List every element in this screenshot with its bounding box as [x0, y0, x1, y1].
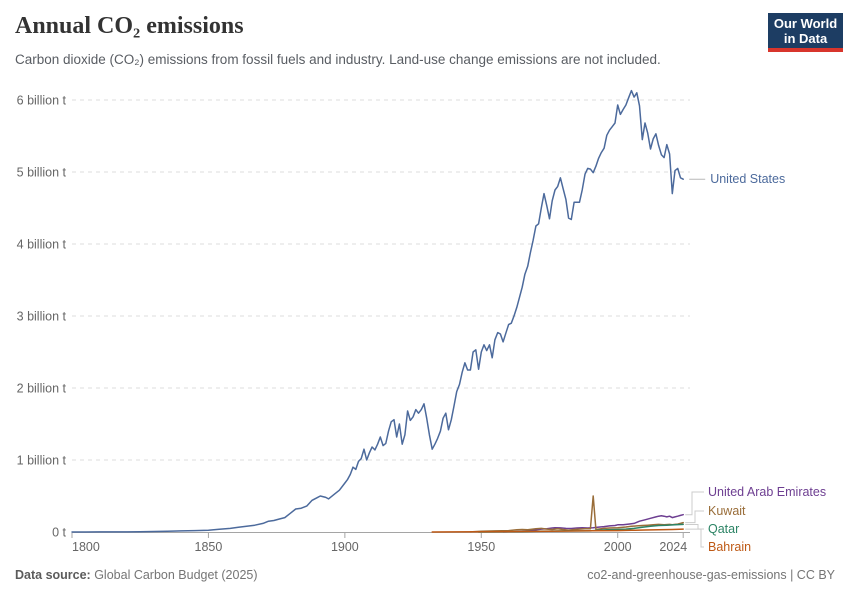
- data-source-label: Data source:: [15, 568, 91, 582]
- x-tick-label-1850: 1850: [195, 540, 223, 554]
- line-united-states[interactable]: [71, 89, 684, 533]
- y-tick-label-6: 6 billion t: [17, 94, 67, 108]
- page-title: Annual CO₂ emissions: [15, 13, 244, 39]
- owid-logo[interactable]: Our World in Data: [768, 13, 843, 52]
- attribution-text[interactable]: co2-and-greenhouse-gas-emissions | CC BY: [587, 568, 835, 582]
- series-label-united-arab-emirates[interactable]: United Arab Emirates: [708, 485, 826, 499]
- x-tick-label-1800: 1800: [72, 540, 100, 554]
- y-tick-label-0: 0 t: [52, 526, 66, 540]
- series-label-kuwait[interactable]: Kuwait: [708, 504, 746, 518]
- y-tick-label-1: 1 billion t: [17, 454, 67, 468]
- x-tick-label-2000: 2000: [604, 540, 632, 554]
- series-label-united-states[interactable]: United States: [710, 172, 785, 186]
- x-tick-label-1900: 1900: [331, 540, 359, 554]
- label-connector-united-arab-emirates: [685, 491, 704, 516]
- data-source: Data source: Global Carbon Budget (2025): [15, 568, 258, 582]
- label-connector-qatar: [685, 523, 704, 530]
- y-tick-label-5: 5 billion t: [17, 166, 67, 180]
- y-tick-label-2: 2 billion t: [17, 382, 67, 396]
- label-connector-bahrain: [685, 528, 704, 548]
- x-tick-label-2024: 2024: [659, 540, 687, 554]
- line-bahrain[interactable]: [431, 528, 684, 533]
- chart-svg: 0 t 1 billion t 2 billion t 3 billion t 4 bi…: [17, 89, 826, 554]
- line-chart: 0 t 1 billion t 2 billion t 3 billion t 4 bi…: [0, 85, 850, 560]
- chart-subtitle: Carbon dioxide (CO₂) emissions from foss…: [15, 52, 661, 67]
- series-label-qatar[interactable]: Qatar: [708, 522, 739, 536]
- label-connector-kuwait: [685, 510, 704, 524]
- owid-logo-line1: Our World: [773, 16, 838, 31]
- data-source-value: Global Carbon Budget (2025): [90, 568, 258, 582]
- owid-logo-line2: in Data: [783, 31, 828, 46]
- series-label-bahrain[interactable]: Bahrain: [708, 540, 751, 554]
- y-tick-label-3: 3 billion t: [17, 310, 67, 324]
- y-tick-label-4: 4 billion t: [17, 238, 67, 252]
- x-tick-label-1950: 1950: [467, 540, 495, 554]
